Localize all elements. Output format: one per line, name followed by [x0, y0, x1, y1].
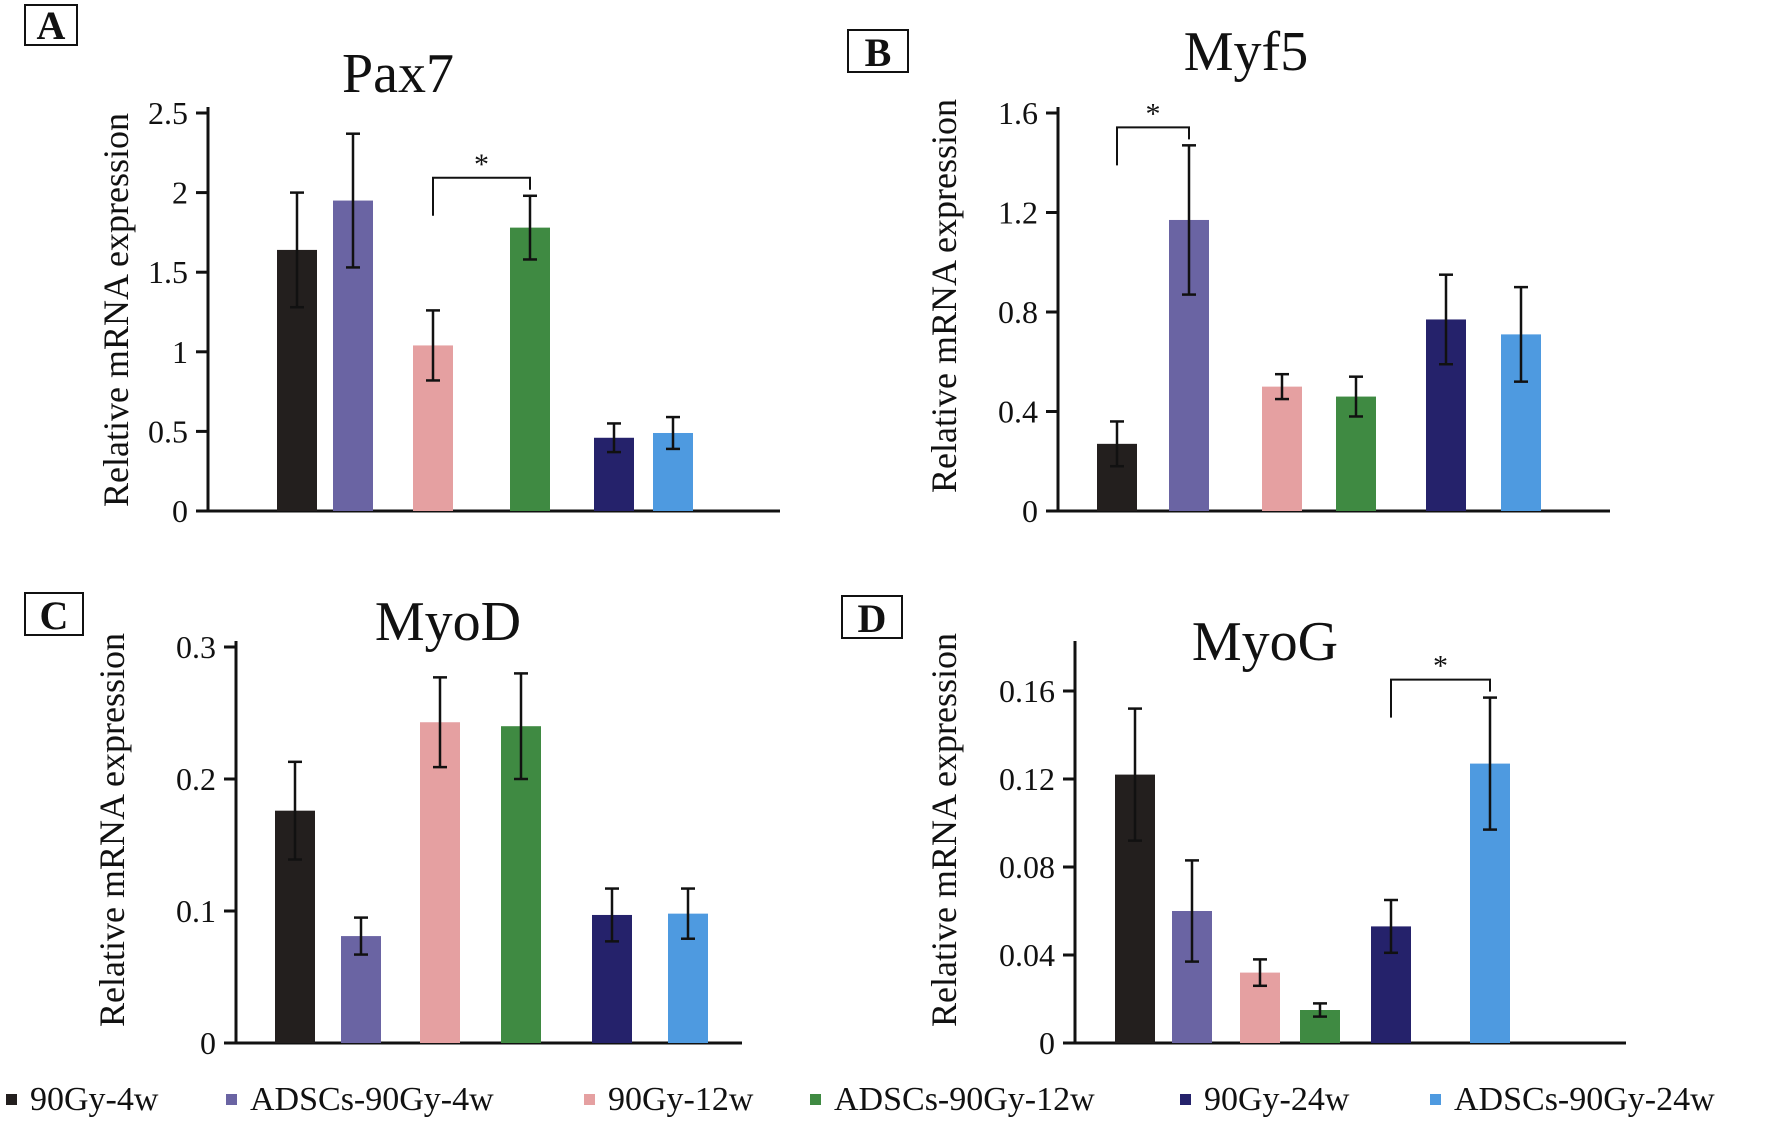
- bar-adscs-90gy-12w: [510, 227, 550, 511]
- y-tick-label: 0.08: [999, 849, 1055, 885]
- panel-b: B Myf5 Relative mRNA expression 0 0.4 0.8 1.2 1…: [847, 21, 1610, 529]
- y-axis-label: Relative mRNA expression: [924, 633, 964, 1027]
- y-tick-label: 0: [1039, 1025, 1055, 1061]
- y-tick-label: 1.2: [998, 195, 1038, 231]
- y-tick-label: 1.6: [998, 95, 1038, 131]
- panel-label: B: [865, 30, 892, 75]
- y-tick-label: 0: [200, 1025, 216, 1061]
- y-tick-label: 1.5: [148, 254, 188, 290]
- panel-label-box: [24, 592, 84, 636]
- legend-label: ADSCs-90Gy-24w: [1454, 1081, 1715, 1118]
- panel-label: D: [858, 596, 887, 641]
- panel-label-box: [24, 4, 78, 46]
- y-axis-label: Relative mRNA expression: [924, 99, 964, 493]
- bar-90gy-12w: [420, 722, 460, 1043]
- y-axis-label: Relative mRNA expression: [96, 113, 136, 507]
- bar-90gy-12w: [1262, 386, 1302, 511]
- legend-label: 90Gy-24w: [1204, 1081, 1350, 1118]
- legend-swatch: [6, 1094, 17, 1105]
- legend-item: ADSCs-90Gy-12w: [810, 1081, 1095, 1118]
- legend-swatch: [1180, 1094, 1191, 1105]
- legend-swatch: [1430, 1094, 1441, 1105]
- legend-label: 90Gy-4w: [30, 1081, 159, 1118]
- legend-item: ADSCs-90Gy-24w: [1430, 1081, 1715, 1118]
- legend: 90Gy-4w ADSCs-90Gy-4w 90Gy-12w ADSCs-90Gy-1…: [6, 1081, 1715, 1118]
- legend-label: ADSCs-90Gy-4w: [250, 1081, 494, 1118]
- y-tick-label: 2.5: [148, 95, 188, 131]
- legend-swatch: [810, 1094, 821, 1105]
- legend-swatch: [226, 1094, 237, 1105]
- significance-bracket: [1116, 126, 1190, 166]
- y-tick-label: 0.4: [998, 394, 1038, 430]
- y-tick-label: 0.5: [148, 413, 188, 449]
- y-tick-label: 0.3: [176, 629, 216, 665]
- legend-swatch: [584, 1094, 595, 1105]
- y-tick-label: 0.12: [999, 761, 1055, 797]
- significance-star: *: [1433, 650, 1448, 683]
- chart-title: Myf5: [1184, 21, 1308, 83]
- panel-label-box: [847, 29, 909, 73]
- significance-star: *: [474, 148, 489, 181]
- significance-star: *: [1146, 97, 1161, 130]
- y-tick-label: 0.2: [176, 761, 216, 797]
- legend-label: 90Gy-12w: [608, 1081, 754, 1118]
- panel-label: A: [37, 3, 66, 48]
- panel-c: C MyoD Relative mRNA expression 0 0.1 0.2 0.3: [24, 591, 742, 1061]
- y-tick-label: 1: [172, 334, 188, 370]
- y-tick-label: 0.8: [998, 294, 1038, 330]
- chart-title: MyoG: [1192, 611, 1338, 673]
- panel-label-box: [841, 595, 903, 639]
- legend-label: ADSCs-90Gy-12w: [834, 1081, 1095, 1118]
- panel-a: A Pax7 Relative mRNA expression 0 0.5 1 1.5 2 2.…: [24, 3, 780, 529]
- significance-bracket: [1390, 678, 1491, 718]
- chart-title: MyoD: [375, 591, 521, 653]
- panel-label: C: [40, 593, 69, 638]
- legend-item: 90Gy-24w: [1180, 1081, 1350, 1118]
- y-tick-label: 2: [172, 175, 188, 211]
- y-tick-label: 0.16: [999, 673, 1055, 709]
- y-tick-label: 0.04: [999, 937, 1055, 973]
- y-tick-label: 0.1: [176, 893, 216, 929]
- chart-title: Pax7: [342, 43, 454, 105]
- legend-item: ADSCs-90Gy-4w: [226, 1081, 494, 1118]
- legend-item: 90Gy-4w: [6, 1081, 159, 1118]
- y-axis-label: Relative mRNA expression: [92, 633, 132, 1027]
- legend-item: 90Gy-12w: [584, 1081, 754, 1118]
- panel-d: D MyoG Relative mRNA expression 0 0.04 0.08 0.…: [841, 595, 1626, 1061]
- y-tick-label: 0: [172, 493, 188, 529]
- y-tick-label: 0: [1022, 493, 1038, 529]
- significance-bracket: [432, 176, 531, 216]
